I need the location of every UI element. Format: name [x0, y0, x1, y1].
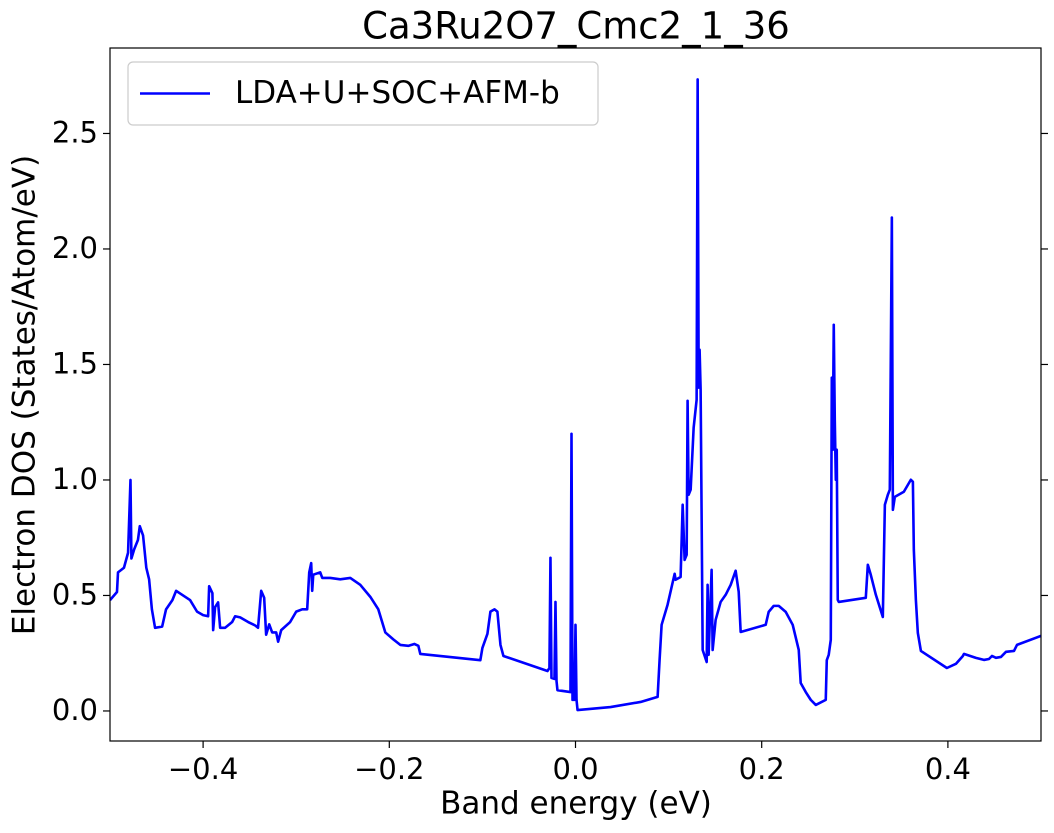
x-axis-label: Band energy (eV): [440, 786, 712, 822]
legend-frame: [127, 61, 599, 126]
y-tick-label: 0.0: [52, 693, 98, 727]
chart-title: Ca3Ru2O7_Cmc2_1_36: [362, 5, 790, 48]
x-tick-label: −0.4: [168, 752, 238, 786]
x-tick-label: 0.4: [925, 752, 971, 786]
y-tick-label: 2.5: [52, 115, 98, 149]
y-tick-label: 0.5: [52, 577, 98, 611]
y-tick-label: 1.5: [52, 346, 98, 380]
x-tick-label: 0.2: [739, 752, 785, 786]
plot-area: [110, 78, 1041, 712]
legend-label: LDA+U+SOC+AFM-b: [235, 75, 560, 111]
x-tick-label: −0.2: [354, 752, 424, 786]
x-tick-label: 0.0: [552, 752, 598, 786]
y-tick-label: 1.0: [52, 462, 98, 496]
data-line: [110, 78, 1041, 712]
y-tick-label: 2.0: [52, 231, 98, 265]
legend: LDA+U+SOC+AFM-b: [127, 61, 599, 126]
y-axis-label: Electron DOS (States/Atom/eV): [7, 155, 43, 635]
